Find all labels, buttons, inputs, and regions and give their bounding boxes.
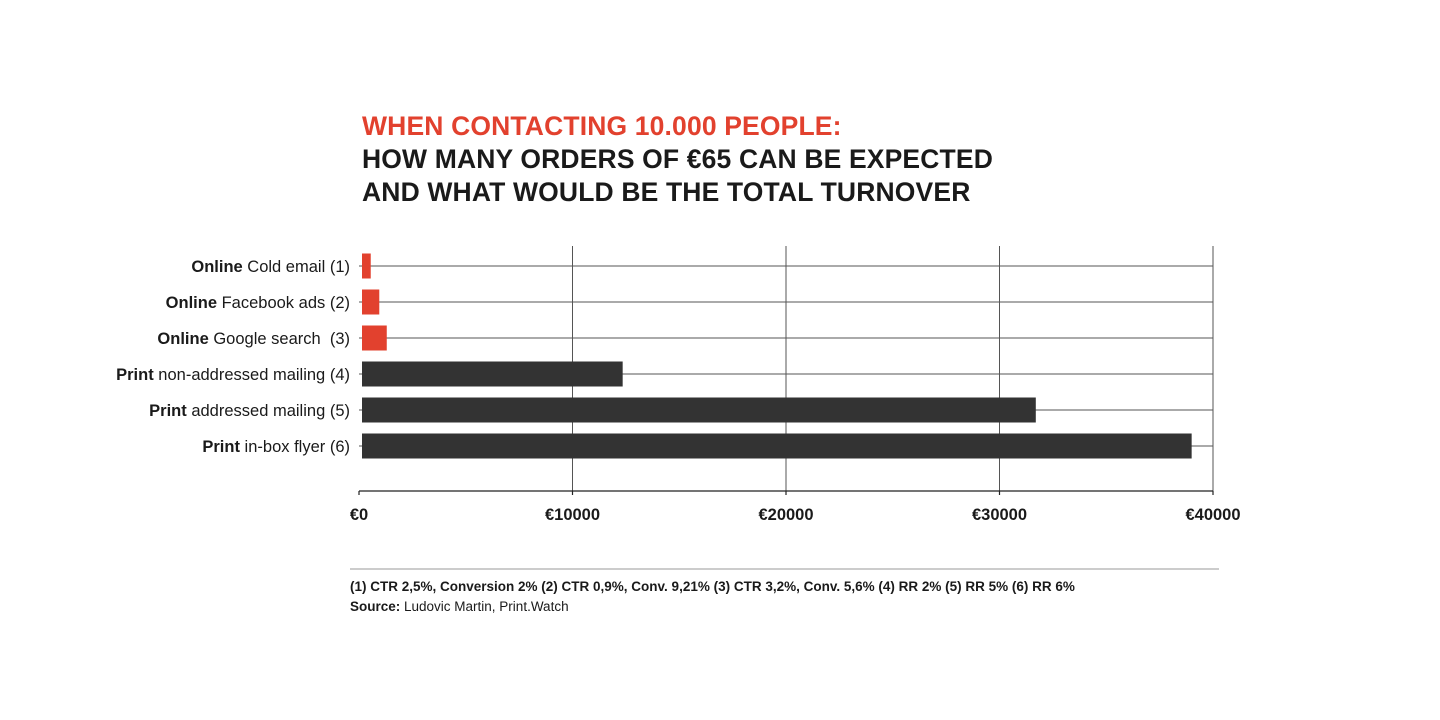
- bar-5: [362, 433, 1192, 459]
- title-line-2: HOW MANY ORDERS OF €65 CAN BE EXPECTED: [362, 144, 993, 174]
- footnote-source: Source: Ludovic Martin, Print.Watch: [350, 597, 1075, 617]
- category-label-text-4: addressed mailing (5): [187, 402, 350, 420]
- x-tick-label-1: €10000: [545, 506, 600, 524]
- footnote: (1) CTR 2,5%, Conversion 2% (2) CTR 0,9%…: [350, 577, 1075, 617]
- category-label-bold-2: Online: [157, 330, 208, 348]
- bar-2: [362, 325, 387, 351]
- category-label-bold-3: Print: [116, 366, 154, 384]
- category-label-text-3: non-addressed mailing (4): [154, 366, 350, 384]
- category-label-3: Print non-addressed mailing (4): [116, 366, 350, 384]
- category-label-bold-0: Online: [191, 258, 242, 276]
- category-label-text-0: Cold email (1): [243, 258, 350, 276]
- x-tick-label-0: €0: [350, 506, 368, 524]
- category-label-bold-5: Print: [202, 438, 240, 456]
- footnote-notes: (1) CTR 2,5%, Conversion 2% (2) CTR 0,9%…: [350, 579, 1075, 594]
- category-label-4: Print addressed mailing (5): [149, 402, 350, 420]
- category-label-0: Online Cold email (1): [191, 258, 350, 276]
- x-tick-label-2: €20000: [758, 506, 813, 524]
- category-label-bold-4: Print: [149, 402, 187, 420]
- category-label-text-2: Google search (3): [209, 330, 350, 348]
- chart-title: WHEN CONTACTING 10.000 PEOPLE: HOW MANY …: [362, 110, 993, 209]
- bar-4: [362, 397, 1036, 423]
- category-label-1: Online Facebook ads (2): [166, 294, 350, 312]
- category-label-2: Online Google search (3): [157, 330, 350, 348]
- x-tick-label-4: €40000: [1185, 506, 1240, 524]
- source-label: Source:: [350, 599, 401, 614]
- category-label-text-1: Facebook ads (2): [217, 294, 350, 312]
- bar-1: [362, 289, 380, 315]
- title-line-3: AND WHAT WOULD BE THE TOTAL TURNOVER: [362, 177, 971, 207]
- bar-3: [362, 361, 623, 387]
- category-label-bold-1: Online: [166, 294, 217, 312]
- bar-0: [362, 253, 371, 279]
- x-tick-label-3: €30000: [972, 506, 1027, 524]
- source-text: Ludovic Martin, Print.Watch: [400, 599, 569, 614]
- title-line-1: WHEN CONTACTING 10.000 PEOPLE:: [362, 111, 842, 141]
- category-label-text-5: in-box flyer (6): [240, 438, 350, 456]
- category-label-5: Print in-box flyer (6): [202, 438, 350, 456]
